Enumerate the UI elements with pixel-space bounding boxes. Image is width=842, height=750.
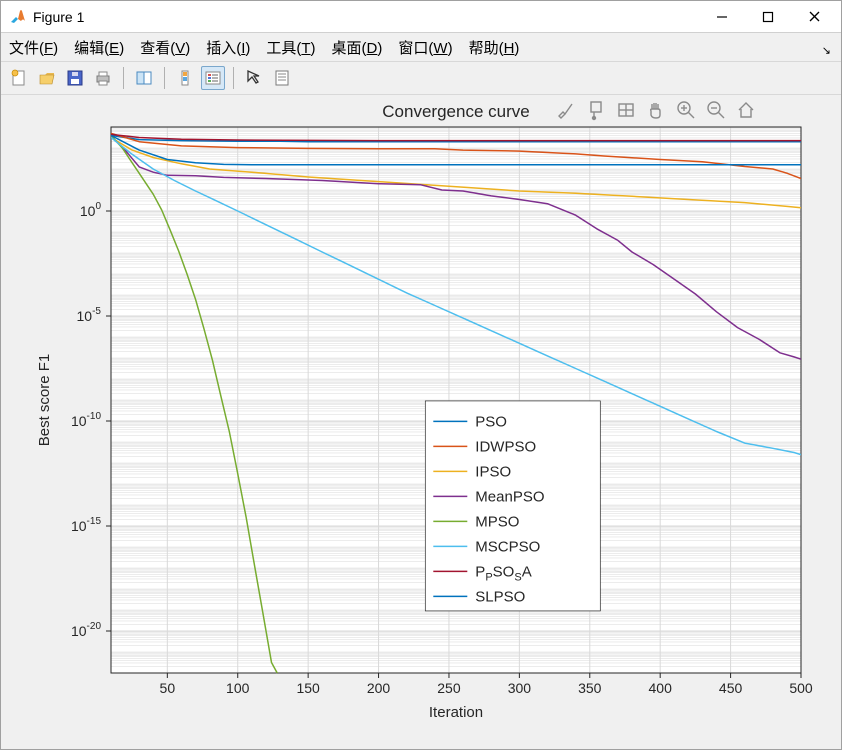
svg-text:10-20: 10-20 <box>71 621 101 639</box>
zoom-in-icon[interactable] <box>675 99 697 121</box>
figure-area: 50 100 150 200 250 300 350 400 450 500 10-20 10-15 1… <box>1 95 841 749</box>
svg-text:400: 400 <box>649 680 673 696</box>
toolbar-separator <box>164 67 165 89</box>
svg-text:300: 300 <box>508 680 532 696</box>
svg-text:IDWPSO: IDWPSO <box>475 438 536 455</box>
menu-insert[interactable]: 插入(I) <box>206 37 250 58</box>
matlab-icon <box>9 8 27 26</box>
svg-text:Convergence curve: Convergence curve <box>382 102 529 121</box>
axes-toolbar <box>555 99 757 121</box>
brush-icon[interactable] <box>555 99 577 121</box>
svg-text:10-5: 10-5 <box>77 306 102 324</box>
menu-edit[interactable]: 编辑(E) <box>74 37 124 58</box>
svg-text:450: 450 <box>719 680 743 696</box>
menu-window[interactable]: 窗口(W) <box>398 37 452 58</box>
open-button[interactable] <box>35 66 59 90</box>
toolbar-separator <box>123 67 124 89</box>
open-property-inspector-button[interactable] <box>270 66 294 90</box>
home-icon[interactable] <box>735 99 757 121</box>
insert-colorbar-button[interactable] <box>173 66 197 90</box>
new-figure-button[interactable] <box>7 66 31 90</box>
datatip-icon[interactable] <box>585 99 607 121</box>
svg-text:10-15: 10-15 <box>71 516 101 534</box>
menu-help[interactable]: 帮助(H) <box>469 37 520 58</box>
axes[interactable]: 50 100 150 200 250 300 350 400 450 500 10-20 10-15 1… <box>1 95 841 747</box>
svg-text:MSCPSO: MSCPSO <box>475 538 540 555</box>
svg-text:200: 200 <box>367 680 391 696</box>
toolbar <box>1 61 841 95</box>
toolbar-separator <box>233 67 234 89</box>
menu-tools[interactable]: 工具(T) <box>266 37 315 58</box>
svg-text:100: 100 <box>80 201 102 219</box>
svg-text:250: 250 <box>437 680 461 696</box>
figure-window: Figure 1 文件(F) 编辑(E) 查看(V) 插入(I) 工具(T) 桌… <box>0 0 842 750</box>
menu-overflow-icon[interactable]: ↘ <box>822 44 831 57</box>
svg-text:SLPSO: SLPSO <box>475 588 525 605</box>
svg-text:150: 150 <box>296 680 320 696</box>
minimize-button[interactable] <box>699 2 745 32</box>
svg-text:Best score F1: Best score F1 <box>36 354 53 447</box>
link-axes-button[interactable] <box>132 66 156 90</box>
maximize-button[interactable] <box>745 2 791 32</box>
svg-text:10-10: 10-10 <box>71 411 101 429</box>
svg-text:Iteration: Iteration <box>429 704 483 721</box>
svg-text:PPSOSA: PPSOSA <box>475 563 531 583</box>
svg-text:MeanPSO: MeanPSO <box>475 488 544 505</box>
insert-legend-button[interactable] <box>201 66 225 90</box>
window-title: Figure 1 <box>33 9 699 25</box>
svg-text:50: 50 <box>160 680 176 696</box>
svg-text:IPSO: IPSO <box>475 463 511 480</box>
close-button[interactable] <box>791 2 837 32</box>
menu-file[interactable]: 文件(F) <box>9 37 58 58</box>
svg-text:PSO: PSO <box>475 413 507 430</box>
menubar: 文件(F) 编辑(E) 查看(V) 插入(I) 工具(T) 桌面(D) 窗口(W… <box>1 33 841 61</box>
menu-desktop[interactable]: 桌面(D) <box>332 37 383 58</box>
print-button[interactable] <box>91 66 115 90</box>
svg-text:MPSO: MPSO <box>475 513 519 530</box>
pan-icon[interactable] <box>645 99 667 121</box>
svg-text:350: 350 <box>578 680 602 696</box>
svg-text:500: 500 <box>789 680 813 696</box>
rotate-icon[interactable] <box>615 99 637 121</box>
svg-text:100: 100 <box>226 680 250 696</box>
save-button[interactable] <box>63 66 87 90</box>
zoom-out-icon[interactable] <box>705 99 727 121</box>
titlebar: Figure 1 <box>1 1 841 33</box>
edit-plot-button[interactable] <box>242 66 266 90</box>
menu-view[interactable]: 查看(V) <box>140 37 190 58</box>
